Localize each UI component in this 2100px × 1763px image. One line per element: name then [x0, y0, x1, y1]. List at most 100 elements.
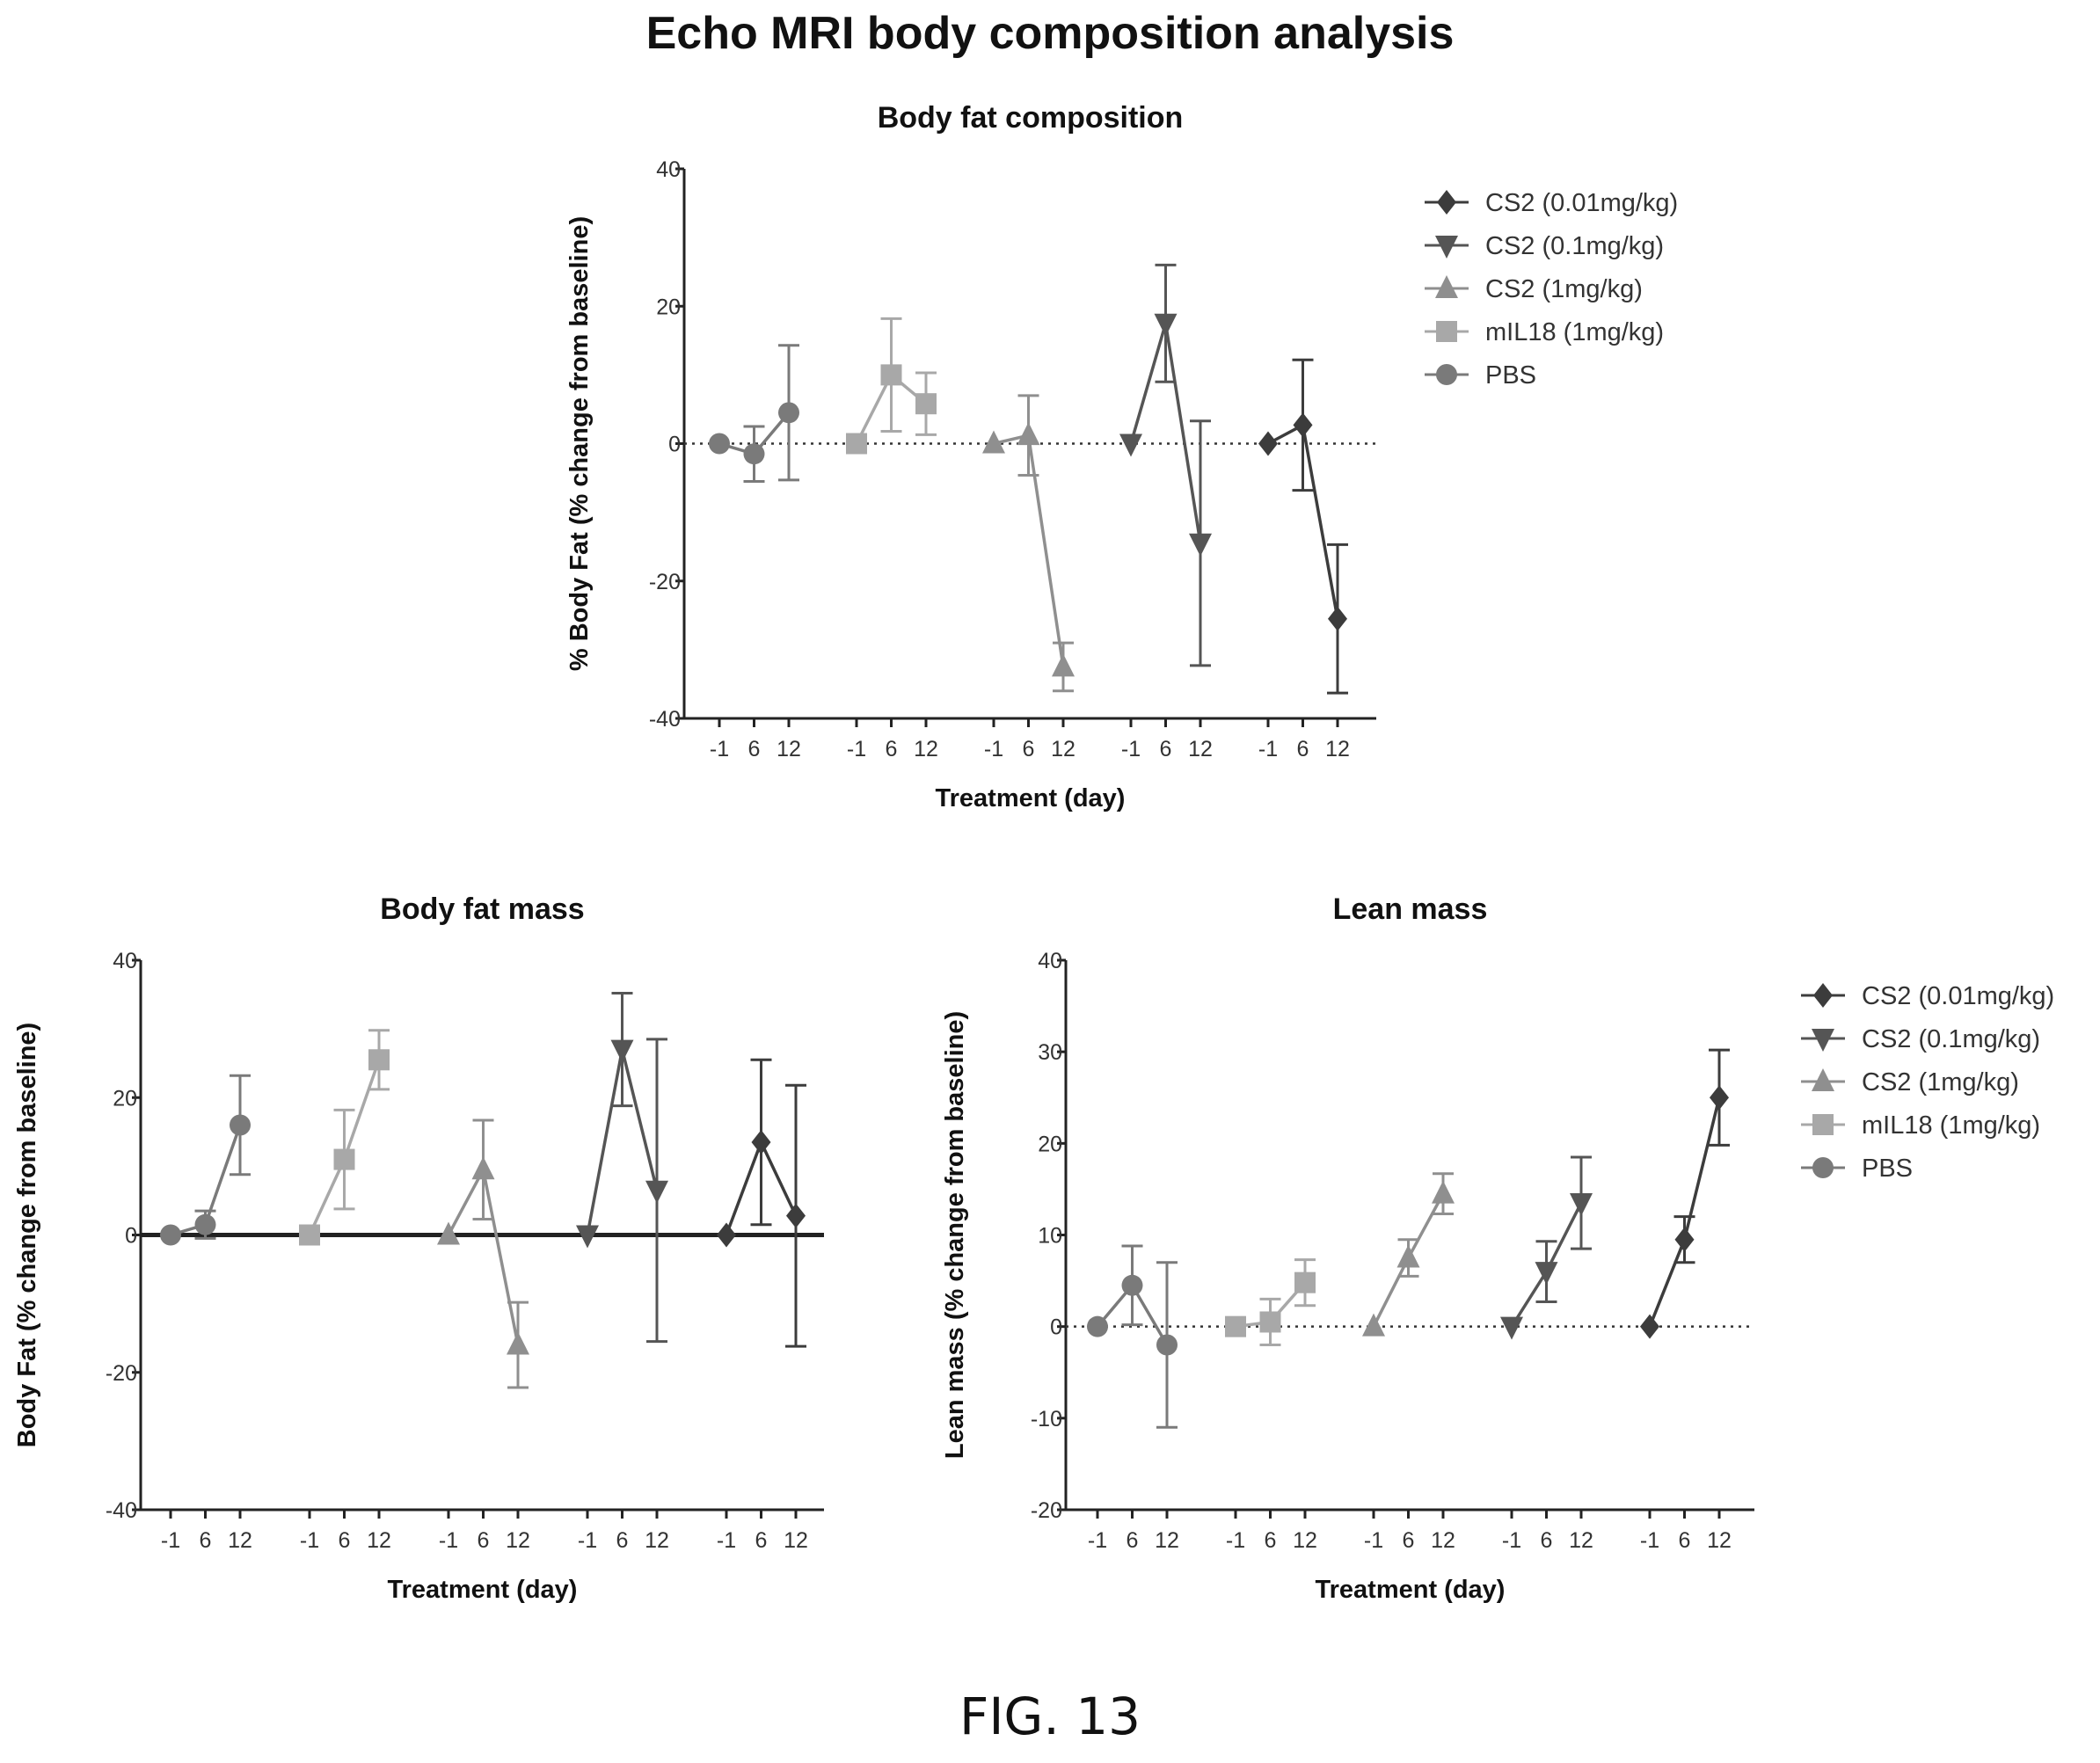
data-point: [1640, 1314, 1659, 1339]
y-axis-label: % Body Fat (% change from baseline): [565, 216, 594, 671]
x-axis-label: Treatment (day): [936, 784, 1126, 812]
data-point: [1294, 1271, 1316, 1293]
data-point: [709, 433, 730, 455]
series-cs2-0-01mg-kg: [717, 1058, 806, 1348]
x-tick-label: -1: [1364, 1528, 1383, 1553]
data-point: [846, 433, 867, 455]
x-tick-label: 6: [339, 1528, 351, 1553]
main-title: Echo MRI body composition analysis: [645, 8, 1455, 59]
y-tick-label: -20: [649, 570, 681, 594]
data-point: [1154, 313, 1178, 337]
x-tick-label: -1: [161, 1528, 180, 1553]
legend-label: CS2 (1mg/kg): [1862, 1068, 2019, 1096]
x-axis-label: Treatment (day): [388, 1576, 578, 1604]
data-point: [645, 1180, 668, 1204]
data-point: [1674, 1227, 1695, 1252]
x-tick-label: 12: [1293, 1528, 1317, 1553]
series-cs2-0-01mg-kg: [1640, 1048, 1730, 1339]
y-tick-label: -20: [106, 1361, 137, 1386]
data-point: [786, 1203, 806, 1228]
y-tick-label: 0: [125, 1224, 137, 1249]
series-mil18-1mg-kg: [1225, 1258, 1316, 1346]
series-cs2-1mg-kg: [1362, 1172, 1455, 1337]
x-tick-label: 12: [1051, 737, 1076, 761]
x-tick-label: 6: [616, 1528, 629, 1553]
x-tick-label: 6: [755, 1528, 768, 1553]
x-tick-label: 12: [367, 1528, 391, 1553]
data-point: [1189, 533, 1212, 557]
x-tick-label: 12: [784, 1528, 808, 1553]
x-tick-label: 6: [748, 737, 761, 761]
legend-item-cs2-0-1mg-kg: CS2 (0.1mg/kg): [1425, 232, 1664, 260]
data-point: [915, 393, 937, 415]
x-tick-label: 6: [1127, 1528, 1139, 1553]
x-tick-label: 12: [1325, 737, 1350, 761]
x-tick-label: 6: [1679, 1528, 1691, 1553]
series-cs2-1mg-kg: [982, 394, 1075, 693]
data-point: [160, 1224, 181, 1246]
x-tick-label: -1: [847, 737, 866, 761]
x-tick-label: -1: [1088, 1528, 1107, 1553]
data-point: [1293, 412, 1313, 438]
series-pbs: [160, 1074, 251, 1246]
data-point: [610, 1039, 634, 1063]
x-tick-label: 6: [886, 737, 898, 761]
x-tick-label: 12: [1431, 1528, 1455, 1553]
x-tick-label: -1: [1258, 737, 1278, 761]
legend-label: PBS: [1485, 361, 1536, 390]
chart-title: Lean mass: [1333, 892, 1488, 926]
legend-marker: [1436, 364, 1457, 385]
x-tick-label: -1: [1226, 1528, 1245, 1553]
legend-label: PBS: [1862, 1155, 1913, 1183]
data-point: [507, 1331, 529, 1355]
series-mil18-1mg-kg: [846, 317, 937, 455]
x-tick-label: -1: [300, 1528, 319, 1553]
data-point: [1328, 606, 1347, 631]
legend-item-cs2-1mg-kg: CS2 (1mg/kg): [1425, 275, 1643, 303]
data-point: [982, 430, 1005, 454]
x-tick-label: 6: [478, 1528, 490, 1553]
legend: CS2 (0.01mg/kg) CS2 (0.1mg/kg) CS2 (1mg/kg…: [1425, 189, 1678, 390]
data-point: [1156, 1334, 1178, 1356]
data-point: [368, 1049, 390, 1071]
x-tick-label: 12: [1188, 737, 1213, 761]
y-tick-label: 40: [656, 157, 681, 182]
x-tick-label: -1: [1502, 1528, 1521, 1553]
data-point: [1535, 1262, 1558, 1286]
legend-item-mil18-1mg-kg: mIL18 (1mg/kg): [1801, 1111, 2040, 1140]
y-tick-label: -20: [1031, 1498, 1062, 1523]
x-tick-label: 6: [200, 1528, 212, 1553]
x-tick-label: 12: [645, 1528, 669, 1553]
data-point: [471, 1156, 495, 1180]
x-tick-label: -1: [717, 1528, 736, 1553]
data-point: [1225, 1315, 1246, 1337]
legend-item-cs2-0-01mg-kg: CS2 (0.01mg/kg): [1425, 189, 1678, 217]
chart-title: Body fat composition: [878, 101, 1184, 135]
data-point: [1500, 1316, 1523, 1340]
data-point: [1259, 1311, 1281, 1333]
series-cs2-0-1mg-kg: [1500, 1155, 1593, 1340]
y-tick-label: 40: [1038, 949, 1062, 973]
data-point: [743, 443, 765, 465]
legend-marker: [1812, 1114, 1834, 1135]
x-tick-label: -1: [439, 1528, 458, 1553]
legend: CS2 (0.01mg/kg) CS2 (0.1mg/kg) CS2 (1mg/kg…: [1801, 982, 2054, 1183]
series-pbs: [1087, 1244, 1178, 1429]
x-tick-label: -1: [1121, 737, 1141, 761]
data-point: [1017, 422, 1040, 446]
legend-marker: [1435, 236, 1458, 259]
x-tick-label: -1: [1640, 1528, 1659, 1553]
y-tick-label: 0: [668, 433, 681, 457]
legend-marker: [1437, 190, 1456, 215]
x-tick-label: 6: [1541, 1528, 1553, 1553]
figure-label: FIG. 13: [959, 1687, 1141, 1746]
data-point: [1432, 1180, 1455, 1204]
y-tick-label: -10: [1031, 1407, 1062, 1432]
series-cs2-0-1mg-kg: [576, 992, 668, 1344]
legend-item-cs2-0-1mg-kg: CS2 (0.1mg/kg): [1801, 1025, 2040, 1053]
legend-marker: [1812, 1157, 1834, 1178]
y-tick-label: -40: [106, 1498, 137, 1523]
